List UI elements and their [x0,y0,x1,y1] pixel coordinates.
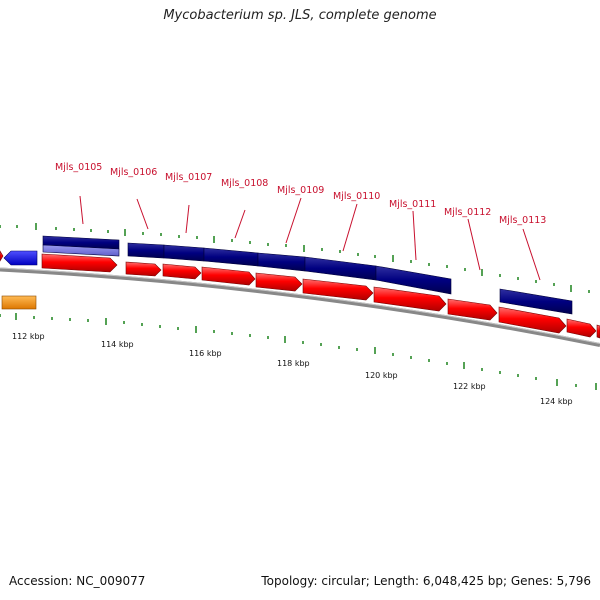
gene-feature-0113[interactable] [499,288,573,315]
axis-labels: 112 kbp 114 kbp 116 kbp 118 kbp 120 kbp … [12,332,573,406]
lower-tick-row [0,313,597,390]
cds-arrow-0107[interactable] [162,263,202,280]
cds-arrow-0111[interactable] [373,286,447,312]
cds-arrow-0108[interactable] [201,266,256,286]
cds-arrow-0109[interactable] [255,272,303,292]
genome-backbone [0,267,600,347]
axis-label-114kbp: 114 kbp [101,340,134,349]
gene-label-mjls-0113[interactable]: Mjls_0113 [499,215,546,226]
gene-label-mjls-0111[interactable]: Mjls_0111 [389,199,436,210]
gene-feature-0106[interactable] [127,242,165,259]
genome-summary-text: Topology: circular; Length: 6,048,425 bp… [261,574,591,588]
upper-tick-row [0,223,590,293]
axis-label-116kbp: 116 kbp [189,349,222,358]
gene-label-mjls-0105[interactable]: Mjls_0105 [55,162,102,173]
accession-text: Accession: NC_009077 [9,574,146,588]
gene-label-mjls-0110[interactable]: Mjls_0110 [333,191,380,202]
label-leader-lines [79,195,541,281]
gene-labels: Mjls_0105 Mjls_0106 Mjls_0107 Mjls_0108 … [55,162,546,226]
gene-feature-0105-alt[interactable] [42,244,120,257]
gene-label-mjls-0112[interactable]: Mjls_0112 [444,207,491,218]
gene-label-mjls-0108[interactable]: Mjls_0108 [221,178,268,189]
axis-label-112kbp: 112 kbp [12,332,45,341]
cds-arrow-right-edge[interactable] [596,324,600,339]
cds-track-red [0,250,600,339]
gene-label-mjls-0107[interactable]: Mjls_0107 [165,172,212,183]
axis-label-118kbp: 118 kbp [277,359,310,368]
gene-feature-0107[interactable] [163,244,205,262]
genome-backbone-highlight [0,267,600,344]
axis-label-124kbp: 124 kbp [540,397,573,406]
gene-feature-0111[interactable] [375,265,452,295]
gene-feature-0109[interactable] [257,252,306,272]
gene-feature-0108[interactable] [203,247,259,267]
gene-feature-reverse-blue[interactable] [3,250,38,266]
cds-arrow-0112[interactable] [447,298,498,321]
gene-label-mjls-0109[interactable]: Mjls_0109 [277,185,324,196]
cds-arrow-left-edge[interactable] [0,250,4,262]
map-title: Mycobacterium sp. JLS, complete genome [163,8,437,23]
cds-arrow-0110[interactable] [302,278,374,301]
cds-arrow-0114[interactable] [566,318,597,338]
axis-label-122kbp: 122 kbp [453,382,486,391]
cds-arrow-0113[interactable] [498,306,567,334]
axis-label-120kbp: 120 kbp [365,371,398,380]
gene-feature-0110[interactable] [304,256,377,281]
gene-feature-orange[interactable] [1,295,37,310]
gene-track-navy [42,235,573,315]
cds-arrow-0106[interactable] [125,261,162,277]
cds-arrow-0105[interactable] [41,253,118,273]
gene-label-mjls-0106[interactable]: Mjls_0106 [110,167,157,178]
